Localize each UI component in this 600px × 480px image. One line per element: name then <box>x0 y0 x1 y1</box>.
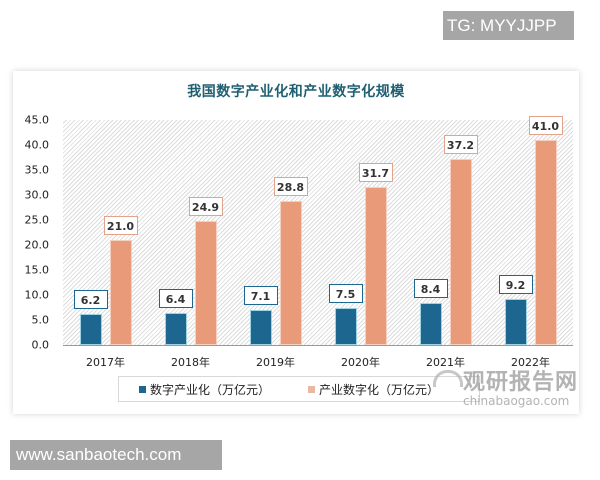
data-label: 21.0 <box>103 216 138 235</box>
plot-area <box>63 120 573 345</box>
data-label: 31.7 <box>358 162 393 182</box>
y-tick-label: 10.0 <box>24 288 50 302</box>
bar-digital-industrialization <box>334 307 357 345</box>
y-tick-label: 5.0 <box>31 313 50 327</box>
y-tick-label: 15.0 <box>24 263 50 277</box>
data-label: 7.5 <box>328 283 363 303</box>
bar-digital-industrialization <box>504 299 527 345</box>
x-tick-label: 2019年 <box>256 356 295 369</box>
watermark-cn: 观研报告网 <box>463 370 579 395</box>
data-label: 37.2 <box>443 135 478 154</box>
data-label: 9.2 <box>498 275 533 294</box>
bar-digital-industrialization <box>419 303 442 345</box>
bar-industrial-digitalization <box>449 159 472 345</box>
bar-industrial-digitalization <box>534 140 557 345</box>
legend-label: 产业数字化（万亿元） <box>319 382 440 397</box>
bar-digital-industrialization <box>79 314 102 345</box>
legend-label: 数字产业化（万亿元） <box>150 382 271 397</box>
legend-item-digital-industrialization: 数字产业化（万亿元） <box>139 381 270 398</box>
y-tick-label: 40.0 <box>24 138 50 152</box>
y-tick-label: 0.0 <box>31 338 50 352</box>
site-badge: www.sanbaotech.com <box>10 440 222 470</box>
data-label: 6.4 <box>158 289 193 308</box>
legend-item-industrial-digitalization: 产业数字化（万亿元） <box>308 381 439 398</box>
data-label: 7.1 <box>243 285 278 305</box>
data-label: 8.4 <box>413 279 448 298</box>
data-label: 28.8 <box>273 177 308 196</box>
bar-digital-industrialization <box>249 309 272 345</box>
x-tick-label: 2017年 <box>86 356 125 369</box>
y-tick-label: 35.0 <box>24 163 50 177</box>
watermark-en: chinabaogao.com <box>463 394 570 408</box>
x-tick-label: 2021年 <box>426 356 465 369</box>
watermark: 观研报告网 chinabaogao.com <box>433 364 579 408</box>
y-tick-label: 20.0 <box>24 238 50 252</box>
y-tick-label: 45.0 <box>24 113 50 127</box>
y-tick-label: 30.0 <box>24 188 50 202</box>
bar-industrial-digitalization <box>194 220 217 345</box>
data-label: 41.0 <box>528 116 563 135</box>
x-tick-label: 2020年 <box>341 356 380 369</box>
bar-industrial-digitalization <box>364 186 387 345</box>
bar-digital-industrialization <box>164 313 187 345</box>
chart-card: 我国数字产业化和产业数字化规模 数字产业化（万亿元） 产业数字化（万亿元） 观研… <box>13 71 579 414</box>
x-tick-label: 2018年 <box>171 356 210 369</box>
legend: 数字产业化（万亿元） 产业数字化（万亿元） <box>118 376 480 402</box>
chart-title: 我国数字产业化和产业数字化规模 <box>187 84 405 100</box>
bar-industrial-digitalization <box>279 201 302 345</box>
x-axis-line <box>63 345 573 346</box>
tg-badge: TG: MYYJJPP <box>443 11 574 40</box>
legend-swatch-icon <box>139 385 146 393</box>
bar-industrial-digitalization <box>109 240 132 345</box>
data-label: 24.9 <box>188 196 223 216</box>
x-tick-label: 2022年 <box>511 356 550 369</box>
legend-swatch-icon <box>308 385 316 393</box>
data-label: 6.2 <box>73 290 108 309</box>
y-tick-label: 25.0 <box>24 213 50 227</box>
watermark-logo-icon <box>433 370 463 387</box>
